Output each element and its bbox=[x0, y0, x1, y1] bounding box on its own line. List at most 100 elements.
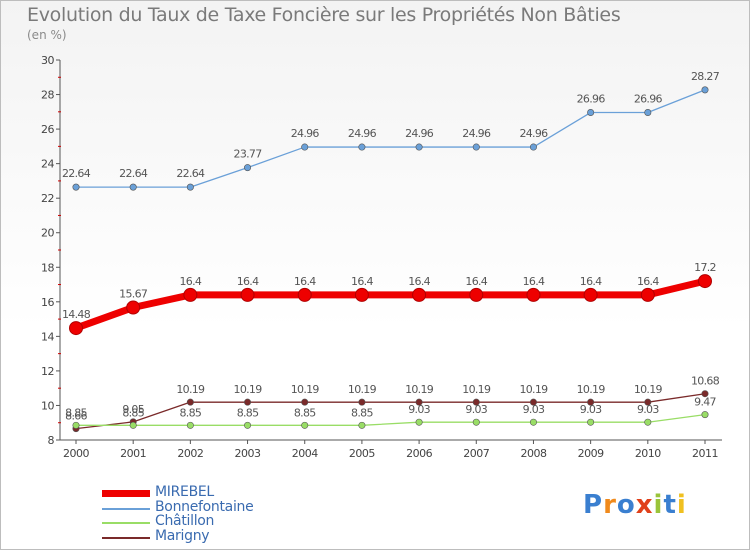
data-label: 8.85 bbox=[351, 406, 373, 419]
y-tick-label: 26 bbox=[41, 123, 54, 136]
data-point bbox=[240, 287, 255, 302]
data-label: 10.19 bbox=[234, 383, 263, 396]
data-point bbox=[472, 143, 480, 151]
data-label: 24.96 bbox=[519, 127, 548, 140]
data-point bbox=[301, 143, 309, 151]
data-label: 8.85 bbox=[122, 406, 144, 419]
data-label: 16.4 bbox=[351, 275, 373, 288]
data-point bbox=[129, 421, 137, 429]
data-label: 10.19 bbox=[348, 383, 377, 396]
chart-unit: (en %) bbox=[27, 28, 67, 42]
data-point bbox=[72, 183, 80, 191]
logo-letter: t bbox=[663, 490, 677, 520]
x-tick-label: 2000 bbox=[63, 447, 89, 460]
y-tick-label: 10 bbox=[41, 399, 54, 412]
x-tick-label: 2005 bbox=[349, 447, 375, 460]
logo-letter: i bbox=[676, 490, 687, 520]
logo-letter: x bbox=[635, 490, 654, 520]
data-point bbox=[472, 398, 480, 406]
data-point bbox=[587, 418, 595, 426]
data-label: 17.2 bbox=[694, 261, 716, 274]
x-tick-label: 2004 bbox=[292, 447, 318, 460]
data-label: 10.19 bbox=[291, 383, 320, 396]
data-point bbox=[186, 421, 194, 429]
y-tick-label: 28 bbox=[41, 89, 54, 102]
data-point bbox=[301, 398, 309, 406]
data-label: 24.96 bbox=[291, 127, 320, 140]
data-label: 10.19 bbox=[405, 383, 434, 396]
data-point bbox=[583, 287, 598, 302]
data-label: 28.27 bbox=[691, 70, 720, 83]
data-point bbox=[587, 109, 595, 117]
data-label: 26.96 bbox=[634, 93, 663, 106]
y-tick-label: 16 bbox=[41, 296, 54, 309]
data-point bbox=[644, 109, 652, 117]
data-point bbox=[186, 183, 194, 191]
data-label: 16.4 bbox=[580, 275, 602, 288]
data-label: 26.96 bbox=[577, 93, 606, 106]
data-label: 9.03 bbox=[408, 403, 430, 416]
y-tick-label: 22 bbox=[41, 192, 54, 205]
data-point bbox=[69, 321, 83, 336]
data-point bbox=[358, 421, 366, 429]
data-label: 15.67 bbox=[119, 288, 148, 301]
data-point bbox=[529, 398, 537, 406]
data-point bbox=[412, 287, 427, 302]
data-point bbox=[469, 287, 484, 302]
y-tick-label: 14 bbox=[41, 330, 54, 343]
data-label: 16.4 bbox=[465, 275, 487, 288]
data-label: 10.19 bbox=[634, 383, 663, 396]
y-tick-label: 20 bbox=[41, 227, 54, 240]
data-point bbox=[354, 287, 369, 302]
data-point bbox=[415, 143, 423, 151]
y-tick-label: 24 bbox=[41, 158, 54, 171]
data-point bbox=[183, 287, 198, 302]
data-label: 10.68 bbox=[691, 375, 720, 388]
x-tick-label: 2010 bbox=[635, 447, 661, 460]
x-tick-label: 2007 bbox=[463, 447, 489, 460]
x-tick-label: 2008 bbox=[520, 447, 546, 460]
data-label: 22.64 bbox=[62, 167, 91, 180]
series-line-bonnefontaine bbox=[76, 89, 706, 188]
data-label: 9.03 bbox=[580, 403, 602, 416]
data-point bbox=[472, 418, 480, 426]
data-point bbox=[72, 421, 80, 429]
legend-label: Bonnefontaine bbox=[155, 498, 254, 515]
data-label: 10.19 bbox=[519, 383, 548, 396]
x-tick-label: 2002 bbox=[177, 447, 203, 460]
y-tick-label: 30 bbox=[41, 54, 54, 67]
data-label: 16.4 bbox=[294, 275, 316, 288]
data-point bbox=[529, 143, 537, 151]
x-tick-label: 2009 bbox=[578, 447, 604, 460]
x-tick-label: 2003 bbox=[235, 447, 261, 460]
data-label: 24.96 bbox=[405, 127, 434, 140]
data-label: 16.4 bbox=[180, 275, 202, 288]
data-point bbox=[701, 390, 709, 398]
data-point bbox=[644, 418, 652, 426]
data-point bbox=[701, 86, 709, 94]
data-point bbox=[587, 398, 595, 406]
legend-label: MIREBEL bbox=[155, 484, 214, 500]
legend-swatch bbox=[102, 536, 150, 539]
data-label: 8.85 bbox=[180, 406, 202, 419]
data-point bbox=[297, 287, 312, 302]
x-tick-label: 2001 bbox=[120, 447, 146, 460]
data-point bbox=[415, 398, 423, 406]
data-point bbox=[358, 143, 366, 151]
data-point bbox=[415, 418, 423, 426]
series-line-marigny bbox=[75, 393, 706, 430]
data-label: 10.19 bbox=[462, 383, 491, 396]
data-label: 8.85 bbox=[65, 406, 87, 419]
data-label: 22.64 bbox=[176, 167, 205, 180]
data-point bbox=[358, 398, 366, 406]
data-point bbox=[244, 164, 252, 172]
proxiti-logo: Proxiti bbox=[583, 490, 687, 520]
logo-letter: P bbox=[583, 490, 604, 520]
data-point bbox=[701, 411, 709, 419]
data-label: 9.03 bbox=[637, 403, 659, 416]
logo-letter: i bbox=[653, 490, 664, 520]
data-label: 8.85 bbox=[237, 406, 259, 419]
legend-swatch bbox=[102, 522, 150, 524]
data-label: 24.96 bbox=[348, 127, 377, 140]
